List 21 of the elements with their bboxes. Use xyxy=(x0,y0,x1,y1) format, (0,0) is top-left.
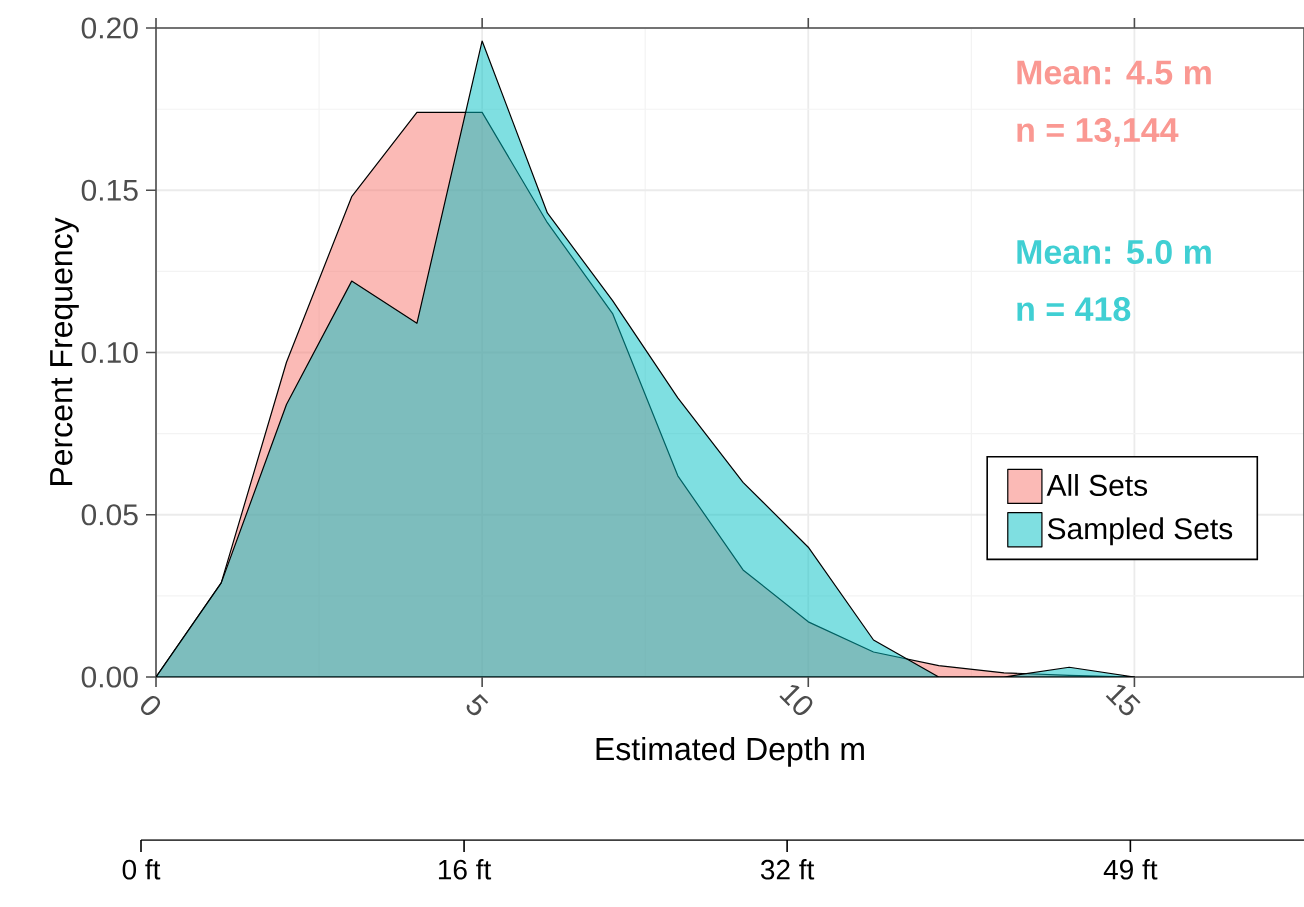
x-tick-label: 15 xyxy=(1105,684,1141,716)
x2-tick-label: 32 ft xyxy=(760,859,815,880)
annotation: n = 418 xyxy=(1017,297,1131,322)
x-tick-label: 5 xyxy=(466,693,489,716)
y-tick-label: 0.10 xyxy=(81,341,138,364)
y-tick-label: 0.05 xyxy=(81,504,138,526)
x-tick-label: 0 xyxy=(140,695,161,716)
annotation: n = 13,144 xyxy=(1017,117,1179,147)
x2-tick-label: 49 ft xyxy=(1103,859,1158,880)
annotation: Mean: 5.0 m xyxy=(1017,239,1211,265)
x2-tick-label: 16 ft xyxy=(438,859,492,880)
y-tick-label: 0.00 xyxy=(81,666,138,688)
legend-label: All Sets xyxy=(1046,474,1148,497)
x2-tick-label: 0 ft xyxy=(122,859,161,880)
legend-label: Sampled Sets xyxy=(1047,517,1233,546)
x-tick-label: 10 xyxy=(779,685,813,716)
y-axis-title: Percent Frequency xyxy=(50,217,79,486)
y-tick-label: 0.20 xyxy=(81,17,138,39)
x-axis-title: Estimated Depth m xyxy=(596,736,864,767)
annotation: Mean: 4.5 m xyxy=(1017,60,1211,85)
y-tick-label: 0.15 xyxy=(81,179,138,201)
